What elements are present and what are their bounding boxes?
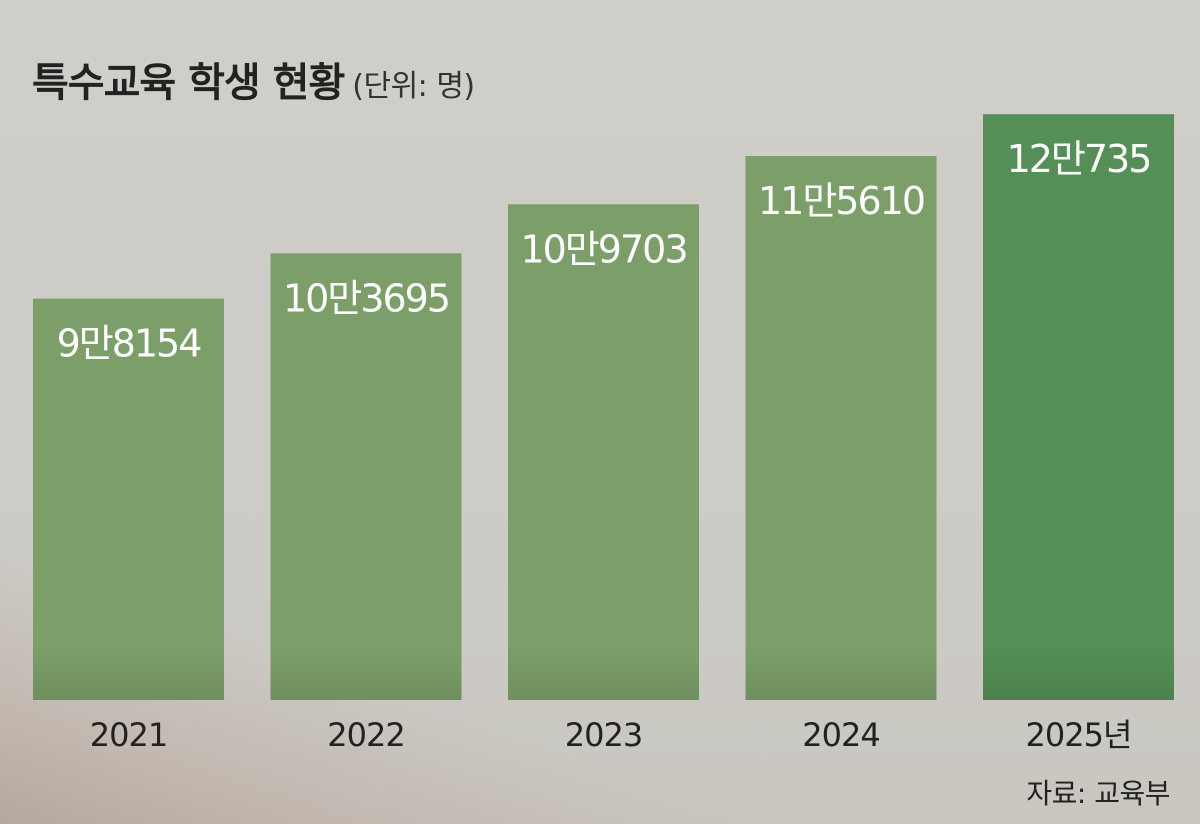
value-label: 10만9703 (520, 227, 686, 271)
value-label: 10만3695 (283, 276, 449, 320)
x-tick-label: 2022 (327, 716, 404, 754)
value-labels-group: 9만8154 10만3695 10만9703 11만5610 12만735 (57, 137, 1153, 366)
bar-base-shade (983, 645, 1174, 700)
x-tick-label: 2021 (90, 716, 167, 754)
bar-2022 (270, 253, 462, 701)
chart-header: 특수교육 학생 현황 (단위: 명) (32, 50, 475, 108)
bar-2025년 (983, 114, 1174, 700)
bar-2021 (33, 298, 224, 700)
x-tick-label: 2025년 (1026, 716, 1132, 754)
x-tick-label: 2024 (802, 716, 879, 754)
bar-base-shade (270, 645, 462, 700)
value-label: 11만5610 (758, 179, 924, 223)
bar-2023 (508, 204, 699, 700)
x-tick-label: 2023 (565, 716, 642, 754)
bar-base-shade (33, 645, 224, 700)
bar-2024 (745, 156, 937, 701)
x-tick-labels-group: 2021 2022 2023 2024 2025년 (90, 716, 1133, 754)
source-note: 자료: 교육부 (1026, 777, 1170, 810)
chart-title: 특수교육 학생 현황 (32, 60, 345, 106)
bars-group (33, 114, 1174, 701)
bar-base-shade (508, 645, 699, 700)
unit-label: (단위: 명) (352, 69, 475, 104)
value-label: 9만8154 (57, 322, 202, 366)
bar-base-shade (745, 645, 937, 700)
value-label: 12만735 (1007, 137, 1151, 181)
